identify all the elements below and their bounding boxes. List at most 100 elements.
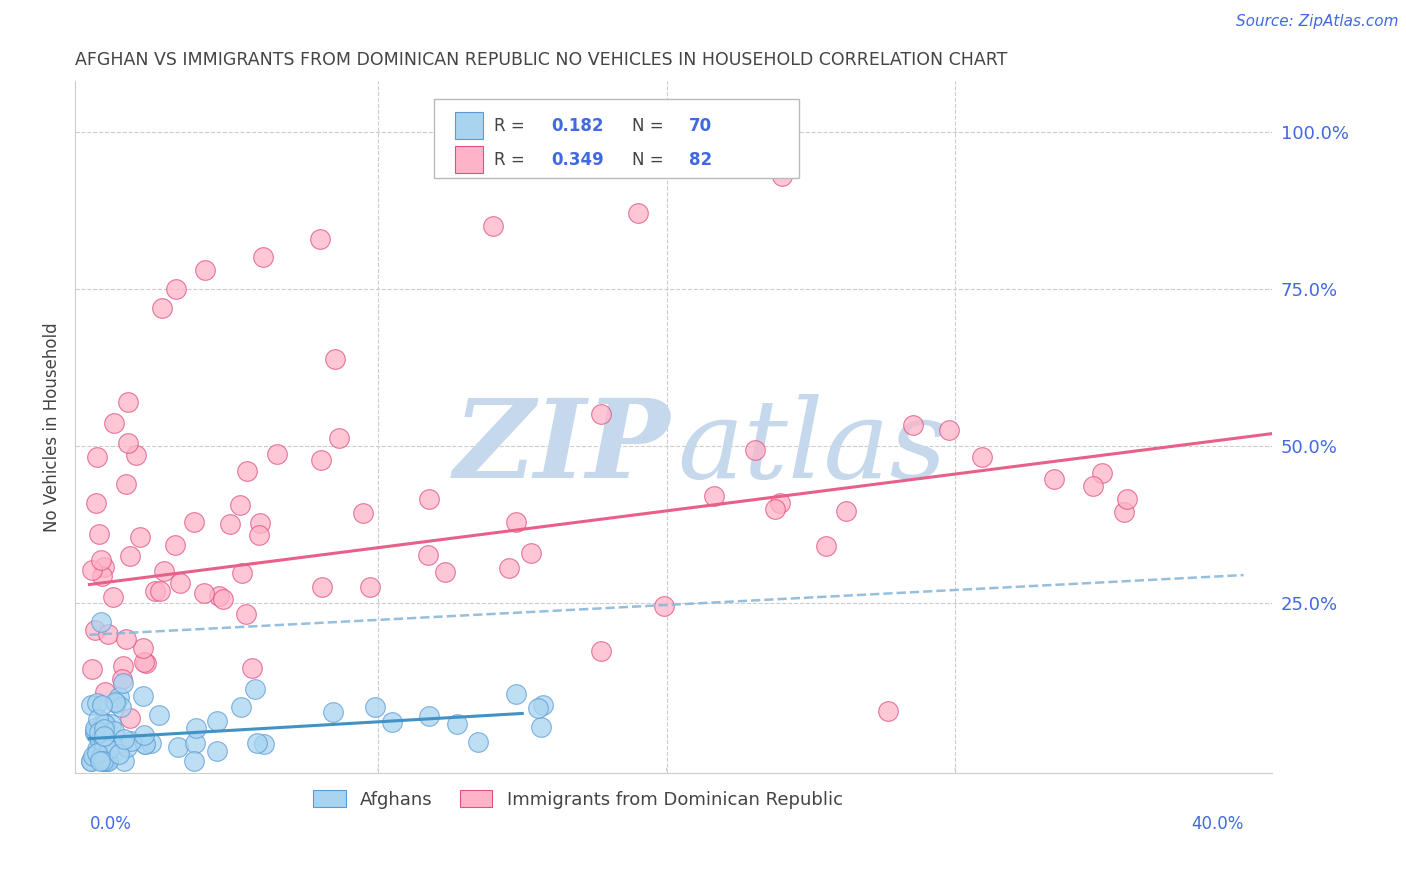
Point xyxy=(520,546,543,560)
Point xyxy=(903,418,925,433)
Point xyxy=(84,623,107,637)
Point xyxy=(83,721,105,735)
Point xyxy=(193,585,215,599)
Point xyxy=(118,711,141,725)
Point xyxy=(112,676,135,690)
Point xyxy=(132,689,155,703)
Point xyxy=(90,552,112,566)
Point xyxy=(148,708,170,723)
Point xyxy=(363,699,385,714)
Point xyxy=(770,169,793,183)
Point xyxy=(252,251,274,265)
Point xyxy=(183,754,205,768)
Point xyxy=(166,739,188,754)
Point xyxy=(80,698,103,713)
Point xyxy=(82,563,104,577)
Point xyxy=(416,548,439,562)
Point xyxy=(90,569,112,583)
Point xyxy=(110,700,132,714)
Point xyxy=(87,713,110,727)
Point xyxy=(84,495,107,509)
Point xyxy=(531,698,554,712)
Point xyxy=(134,737,156,751)
Point xyxy=(380,714,402,729)
Point xyxy=(152,564,174,578)
Point xyxy=(149,583,172,598)
Point xyxy=(235,607,257,622)
Point xyxy=(86,450,108,464)
Point xyxy=(165,282,187,296)
Text: 40.0%: 40.0% xyxy=(1191,814,1244,833)
Point xyxy=(107,747,129,762)
Point xyxy=(118,549,141,563)
Point xyxy=(309,452,332,467)
Point xyxy=(115,477,138,491)
Point xyxy=(94,685,117,699)
Point xyxy=(446,716,468,731)
Point xyxy=(101,590,124,604)
Point xyxy=(129,530,152,544)
Point xyxy=(117,436,139,450)
Point xyxy=(97,626,120,640)
Point xyxy=(652,599,675,613)
Point xyxy=(763,502,786,516)
Point xyxy=(89,724,111,739)
Point xyxy=(117,394,139,409)
Point xyxy=(82,662,104,676)
Point xyxy=(194,263,217,277)
Point xyxy=(80,754,103,768)
Text: atlas: atlas xyxy=(678,394,948,502)
Point xyxy=(253,737,276,751)
Point xyxy=(115,632,138,646)
Point xyxy=(815,539,838,553)
Point xyxy=(90,615,112,630)
Point xyxy=(589,407,612,421)
Point xyxy=(505,687,527,701)
Point xyxy=(150,301,173,315)
Point xyxy=(82,749,104,764)
Point xyxy=(835,504,858,518)
Point xyxy=(112,732,135,747)
Point xyxy=(744,442,766,457)
Point xyxy=(938,423,960,437)
Point xyxy=(527,701,550,715)
Point xyxy=(104,695,127,709)
Text: 0.349: 0.349 xyxy=(551,151,605,169)
Point xyxy=(627,206,650,220)
Point xyxy=(229,498,252,512)
Legend: Afghans, Immigrants from Dominican Republic: Afghans, Immigrants from Dominican Repub… xyxy=(307,783,851,816)
Text: R =: R = xyxy=(494,151,530,169)
Point xyxy=(125,448,148,462)
Point xyxy=(86,742,108,756)
Point xyxy=(418,491,440,506)
Bar xyxy=(454,146,484,173)
Point xyxy=(231,566,253,581)
Point xyxy=(98,742,121,756)
Point xyxy=(100,717,122,731)
Point xyxy=(94,754,117,768)
Point xyxy=(246,736,269,750)
Text: AFGHAN VS IMMIGRANTS FROM DOMINICAN REPUBLIC NO VEHICLES IN HOUSEHOLD CORRELATIO: AFGHAN VS IMMIGRANTS FROM DOMINICAN REPU… xyxy=(75,51,1007,69)
Point xyxy=(89,754,111,768)
Point xyxy=(89,734,111,748)
Point xyxy=(115,739,138,754)
Bar xyxy=(454,112,484,139)
Point xyxy=(96,754,118,768)
Point xyxy=(205,714,228,728)
Point xyxy=(1091,466,1114,480)
Point xyxy=(112,754,135,768)
Text: N =: N = xyxy=(631,117,669,135)
Point xyxy=(93,736,115,750)
Point xyxy=(208,590,231,604)
Point xyxy=(328,431,350,445)
Point xyxy=(132,641,155,656)
Point xyxy=(135,656,157,670)
Point xyxy=(111,673,134,687)
Point xyxy=(1042,472,1064,486)
Point xyxy=(163,539,186,553)
Point xyxy=(243,681,266,696)
Point xyxy=(418,709,440,723)
Point xyxy=(84,726,107,740)
Point xyxy=(86,746,108,760)
Point xyxy=(266,447,288,461)
